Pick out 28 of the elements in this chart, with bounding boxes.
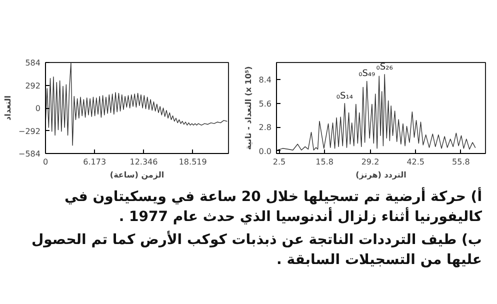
y-tick-label: 0: [35, 104, 41, 113]
annotation: ₀S₂₆: [376, 62, 394, 72]
x-tick-label: 6.173: [83, 158, 106, 166]
x-axis-title: الزمن (ساعة): [110, 170, 164, 180]
text: أ) حركة أرضية تم تسجيلها خلال 20 ساعة في ويسكيتاون في كاليفورنيا أثناء زلزال أندنوسيا الذي حدث عام 1977 .: [64, 187, 482, 228]
x-tick-label: 18.519: [178, 158, 207, 166]
y-tick-label: 5.6: [258, 99, 272, 108]
x-tick-label: 55.8: [452, 158, 470, 166]
y-tick-label: 8.4: [258, 76, 272, 85]
y-axis-title: التعداد - ثانية (x 10⁵): [244, 66, 253, 150]
x-tick-label: 0: [42, 158, 48, 166]
y-tick-label: 584: [25, 58, 41, 68]
y-axis-title: التعداد: [4, 95, 13, 120]
text: ب) طيف الترددات الناتجة عن ذبذبات كوكب الأرض كما تم الحصول عليها من التسجيلات السابقة .: [30, 230, 482, 270]
annotation: ₀S₁₄: [336, 91, 354, 102]
x-tick-label: 2.5: [272, 158, 286, 166]
annotation: ₀S₄₉: [358, 69, 376, 80]
x-axis-title: التردد (هرتز): [356, 170, 407, 180]
x-tick-label: 15.8: [316, 158, 334, 166]
y-tick-label: 0.0: [258, 146, 272, 156]
y-tick-label: 292: [25, 81, 41, 90]
line-series: [46, 62, 228, 146]
y-tick-label: −584: [18, 150, 41, 158]
x-tick-label: 12.346: [130, 158, 158, 166]
y-tick-label: −292: [18, 126, 41, 136]
y-tick-label: 2.8: [258, 123, 272, 132]
x-tick-label: 42.5: [406, 158, 425, 166]
x-tick-label: 29.2: [361, 158, 380, 166]
